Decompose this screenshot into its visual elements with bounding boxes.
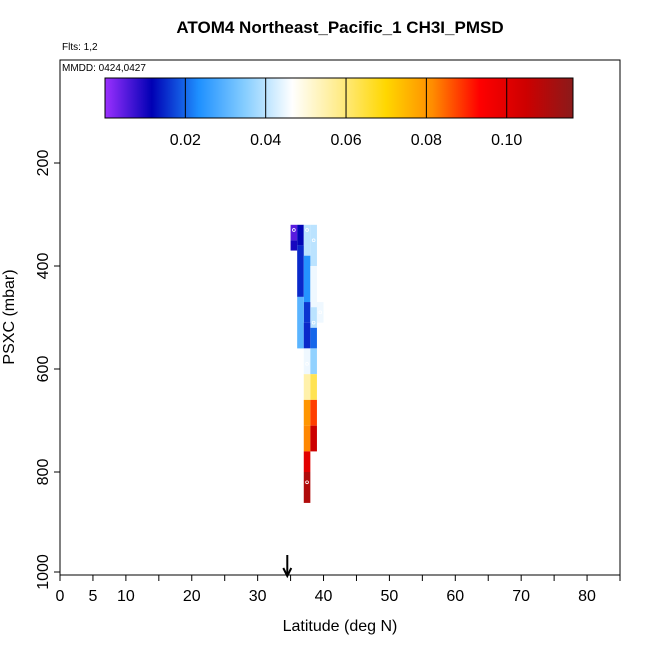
data-cell [290, 224, 298, 241]
y-tick-label: 800 [35, 459, 52, 486]
data-cell [303, 374, 311, 400]
data-cell [310, 399, 317, 426]
colorbar: 0.02 0.04 0.06 0.08 0.10 [104, 77, 574, 149]
colorbar-gradient [104, 77, 574, 119]
data-point [311, 238, 316, 243]
colorbar-tick-label: 0.06 [330, 132, 361, 149]
data-cell [297, 245, 304, 297]
plot-frame [59, 59, 621, 576]
y-tick-label: 600 [35, 356, 52, 383]
colorbar-tick-label: 0.04 [250, 132, 281, 149]
latitude-marker-arrow [282, 555, 293, 579]
x-tick-label: 0 [56, 588, 65, 605]
data-cell [303, 472, 311, 503]
data-points [292, 228, 323, 485]
y-axis-title: PSXC (mbar) [1, 269, 18, 364]
y-axis: 200 400 600 800 1000 [35, 150, 60, 590]
x-tick-label: 40 [315, 588, 333, 605]
colorbar-tick-label: 0.02 [170, 132, 201, 149]
data-cell [310, 348, 317, 375]
flights-label: Flts: 1,2 [62, 42, 98, 53]
data-cell [310, 425, 317, 452]
data-point [305, 228, 309, 232]
chart-title: ATOM4 Northeast_Pacific_1 CH3I_PMSD [176, 18, 504, 37]
data-cell [303, 302, 311, 323]
data-point [292, 228, 296, 232]
data-cell [310, 224, 317, 266]
data-point [318, 310, 323, 315]
data-cell [303, 348, 311, 375]
x-tick-label: 60 [446, 588, 464, 605]
mmdd-label: MMDD: 0424,0427 [62, 63, 146, 74]
data-cell [290, 240, 298, 251]
data-point [305, 480, 309, 485]
colorbar-tick-label: 0.10 [491, 132, 522, 149]
data-cell [303, 224, 311, 256]
data-point [311, 320, 316, 325]
data-cell [310, 374, 317, 400]
x-tick-label: 10 [117, 588, 135, 605]
data-cell [310, 327, 317, 349]
y-tick-label: 200 [35, 150, 52, 177]
data-cell [310, 307, 317, 328]
data-cell [303, 451, 311, 472]
x-tick-label: 50 [381, 588, 399, 605]
data-cell [297, 224, 304, 246]
x-tick-label: 80 [578, 588, 596, 605]
data-cell [303, 255, 311, 303]
x-axis-title: Latitude (deg N) [283, 618, 398, 635]
data-cell [303, 399, 311, 426]
data-cell [310, 266, 317, 308]
x-tick-label: 20 [183, 588, 201, 605]
data-cell [316, 302, 324, 323]
y-tick-label: 1000 [35, 554, 52, 590]
x-axis: 0 5 10 20 30 40 50 60 70 80 [56, 575, 621, 605]
data-cells [290, 224, 324, 503]
x-tick-label: 5 [88, 588, 97, 605]
data-cell [303, 425, 311, 452]
data-cell [297, 296, 304, 349]
colorbar-tick-label: 0.08 [411, 132, 442, 149]
x-tick-label: 30 [249, 588, 267, 605]
data-point [305, 362, 309, 366]
x-tick-label: 70 [512, 588, 530, 605]
y-tick-label: 400 [35, 253, 52, 280]
data-cell [303, 322, 311, 349]
